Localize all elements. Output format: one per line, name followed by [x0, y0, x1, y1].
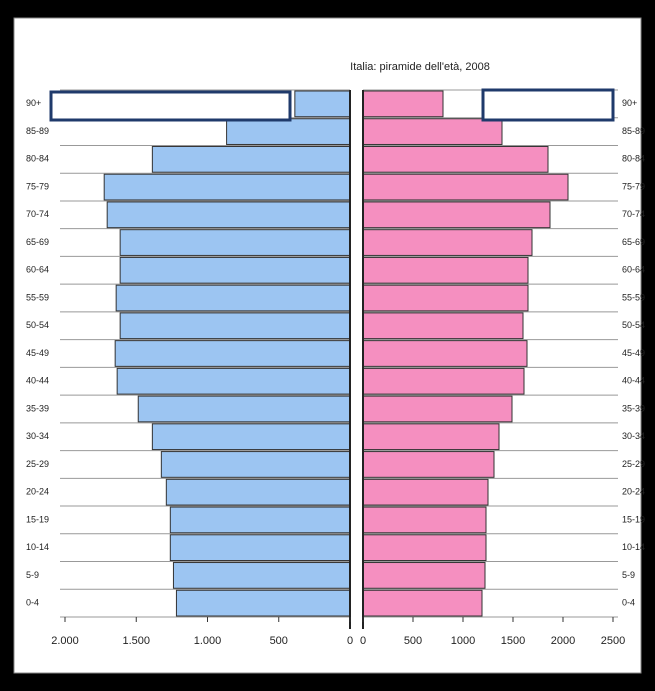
bar	[362, 145, 549, 173]
x-tick-label: 2.000	[51, 635, 79, 647]
category-label: 25-29	[622, 459, 645, 469]
category-label: 70-74	[622, 209, 645, 219]
x2-tick-label: 1500	[501, 635, 525, 647]
x-tick-label: 1.500	[122, 635, 150, 647]
category-label: 40-44	[622, 376, 645, 386]
category-label: 45-49	[622, 348, 645, 358]
category-label: 55-59	[622, 292, 645, 302]
x2-tick-label: 1000	[451, 635, 475, 647]
category-label: 65-69	[26, 237, 49, 247]
category-label: 60-64	[26, 265, 49, 275]
category-label: 10-14	[622, 542, 645, 552]
bar	[106, 201, 351, 229]
bar	[151, 423, 351, 451]
category-label: 90+	[26, 98, 41, 108]
bar	[362, 118, 503, 145]
category-label: 65-69	[622, 237, 645, 247]
bar	[362, 90, 444, 118]
bar	[362, 451, 495, 478]
x-tick-label: 0	[347, 635, 353, 647]
category-label: 15-19	[622, 514, 645, 524]
bar	[362, 340, 528, 367]
bar	[362, 562, 486, 589]
bar	[172, 562, 351, 589]
bar	[362, 229, 533, 256]
chart-title: Italia: piramide dell'età, 2008	[350, 61, 490, 73]
category-label: 25-29	[26, 459, 49, 469]
x2-tick-label: 0	[360, 635, 366, 647]
bar	[362, 423, 500, 451]
category-label: 75-79	[26, 181, 49, 191]
x2-tick-label: 2500	[601, 635, 625, 647]
bar	[137, 395, 351, 423]
bar	[103, 173, 351, 201]
category-label: 5-9	[622, 570, 635, 580]
category-label: 50-54	[622, 320, 645, 330]
bar	[362, 173, 569, 201]
x2-tick-label: 2000	[551, 635, 575, 647]
bar	[116, 367, 351, 395]
category-label: 35-39	[26, 403, 49, 413]
bar	[119, 312, 351, 340]
category-label: 20-24	[26, 487, 49, 497]
bar	[294, 90, 351, 118]
bar	[362, 201, 551, 229]
bar	[114, 340, 351, 367]
category-label: 20-24	[622, 487, 645, 497]
cover-box	[49, 90, 292, 122]
bar	[151, 145, 351, 173]
bar	[362, 589, 483, 617]
category-label: 40-44	[26, 376, 49, 386]
category-label: 30-34	[622, 431, 645, 441]
bar	[362, 395, 513, 423]
category-label: 70-74	[26, 209, 49, 219]
category-label: 30-34	[26, 431, 49, 441]
category-label: 85-89	[26, 126, 49, 136]
bar	[175, 589, 351, 617]
bar	[165, 478, 351, 506]
bar	[160, 451, 351, 478]
category-label: 90+	[622, 98, 637, 108]
x-tick-label: 1.000	[194, 635, 222, 647]
category-label: 0-4	[26, 598, 39, 608]
category-label: 10-14	[26, 542, 49, 552]
bar	[119, 256, 351, 284]
category-label: 80-84	[26, 154, 49, 164]
bar	[362, 256, 529, 284]
bar	[362, 478, 489, 506]
bar	[119, 229, 351, 256]
bar	[169, 534, 351, 562]
category-label: 75-79	[622, 181, 645, 191]
bar	[362, 506, 487, 534]
category-label: 50-54	[26, 320, 49, 330]
bar	[362, 534, 487, 562]
bar	[169, 506, 351, 534]
category-label: 60-64	[622, 265, 645, 275]
category-label: 0-4	[622, 598, 635, 608]
category-label: 80-84	[622, 154, 645, 164]
x-tick-label: 500	[270, 635, 288, 647]
category-label: 45-49	[26, 348, 49, 358]
bar	[362, 284, 529, 312]
category-label: 55-59	[26, 292, 49, 302]
cover-box	[481, 88, 615, 122]
bar	[362, 312, 524, 340]
bar	[226, 118, 351, 145]
x2-tick-label: 500	[404, 635, 422, 647]
category-label: 15-19	[26, 514, 49, 524]
bar	[362, 367, 525, 395]
bar	[115, 284, 351, 312]
category-label: 5-9	[26, 570, 39, 580]
category-label: 35-39	[622, 403, 645, 413]
category-label: 85-89	[622, 126, 645, 136]
